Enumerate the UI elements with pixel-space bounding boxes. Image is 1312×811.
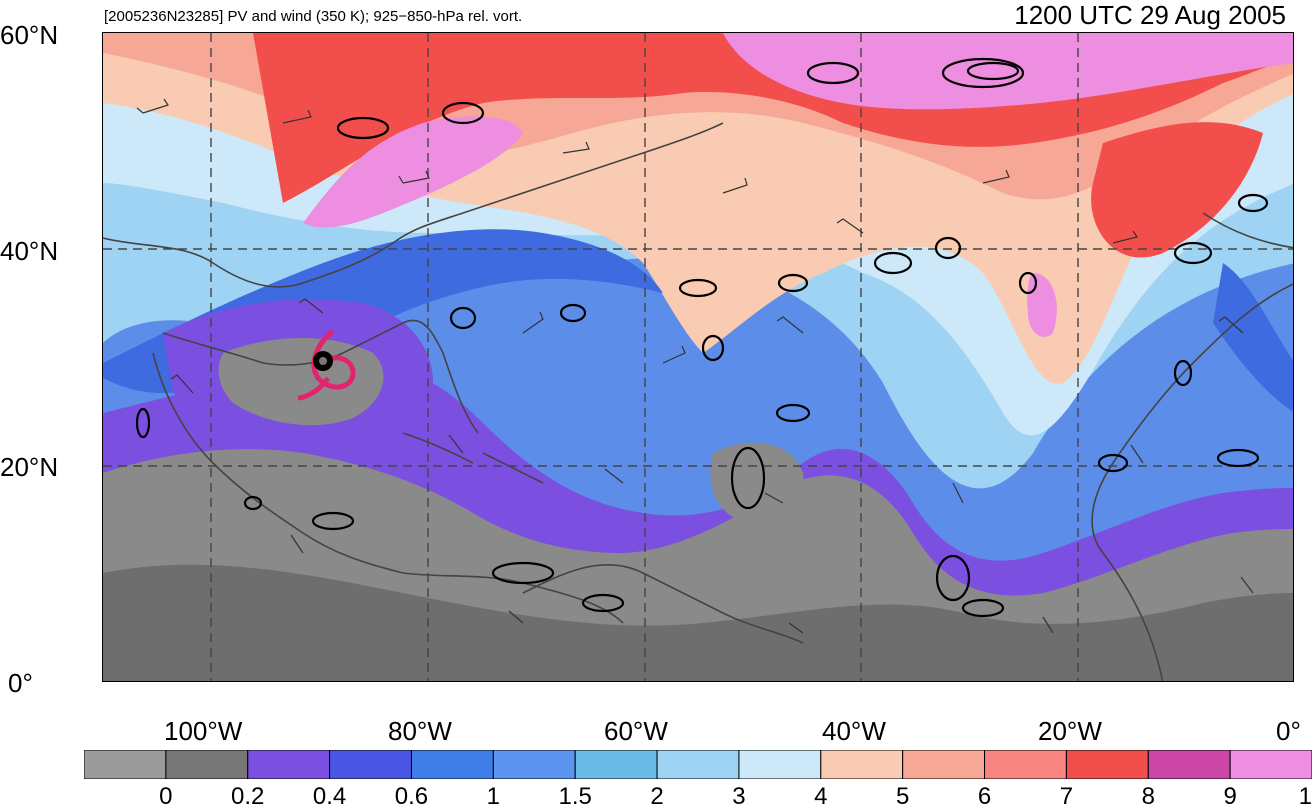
- colorbar-tick-label: 1.5: [558, 783, 592, 810]
- map-canvas: [103, 33, 1293, 681]
- lon-label-100w: 100°W: [164, 716, 243, 746]
- colorbar-tick-label: 7: [1059, 783, 1074, 810]
- lat-label-20n: 20°N: [0, 452, 59, 482]
- pv-blob-red-east: [1091, 122, 1263, 258]
- colorbar-tick-label: 6: [977, 783, 992, 810]
- valid-time: 1200 UTC 29 Aug 2005: [1014, 0, 1286, 30]
- colorbar-tick-label: 0.2: [231, 783, 265, 810]
- colorbar-swatch: [247, 750, 331, 779]
- colorbar-tick-label: 2: [650, 783, 664, 810]
- colorbar-swatch: [492, 750, 576, 779]
- colorbar-tick-label: 5: [895, 783, 910, 810]
- lon-label-0: 0°: [1276, 716, 1301, 746]
- colorbar-swatch: [984, 750, 1067, 779]
- wind-barbs: [136, 98, 1254, 634]
- colorbar-swatch: [656, 750, 740, 779]
- colorbar-swatch: [902, 750, 986, 779]
- pv-band-magenta: [723, 33, 1293, 110]
- colorbar-swatch: [574, 750, 658, 779]
- colorbar-tick-label: 0.6: [394, 783, 429, 810]
- lon-label-80w: 80°W: [388, 716, 452, 746]
- colorbar-swatch: [84, 750, 167, 779]
- storm-track-marker: [297, 329, 356, 401]
- colorbar-tick-label: 4: [814, 783, 828, 810]
- colorbar-swatch: [738, 750, 822, 779]
- plot-title: [2005236N23285] PV and wind (350 K); 925…: [104, 8, 523, 25]
- pv-blob-magenta-west: [303, 116, 523, 228]
- colorbar-tick-label: 1: [486, 783, 500, 810]
- lat-label-0: 0°: [8, 668, 33, 698]
- colorbar-tick-label: 0.4: [312, 783, 347, 810]
- colorbar: [84, 750, 1312, 779]
- pv-tropics-darkgray: [103, 564, 1293, 681]
- colorbar-swatch: [410, 750, 494, 779]
- coastlines: [103, 122, 1293, 681]
- lat-label-60n: 60°N: [0, 20, 59, 50]
- colorbar-tick-label: 10: [1298, 783, 1312, 810]
- lon-label-60w: 60°W: [604, 716, 668, 746]
- colorbar-swatch: [329, 750, 412, 779]
- colorbar-swatch: [1229, 750, 1312, 779]
- lon-label-20w: 20°W: [1038, 716, 1102, 746]
- colorbar-tick-label: 8: [1141, 783, 1155, 810]
- colorbar-tick-label: 0: [159, 783, 173, 810]
- colorbar-swatch: [1147, 750, 1231, 779]
- pv-band-blue-east: [1213, 263, 1293, 412]
- lat-label-40n: 40°N: [0, 236, 59, 266]
- graticule: [103, 33, 1293, 681]
- colorbar-swatch: [165, 750, 249, 779]
- map-panel: [102, 32, 1294, 682]
- colorbar-tick-label: 3: [732, 783, 746, 810]
- lon-label-40w: 40°W: [822, 716, 886, 746]
- colorbar-swatch: [820, 750, 904, 779]
- colorbar-tick-label: 9: [1223, 783, 1237, 810]
- vorticity-contours: [135, 57, 1269, 618]
- colorbar-swatch: [1065, 750, 1149, 779]
